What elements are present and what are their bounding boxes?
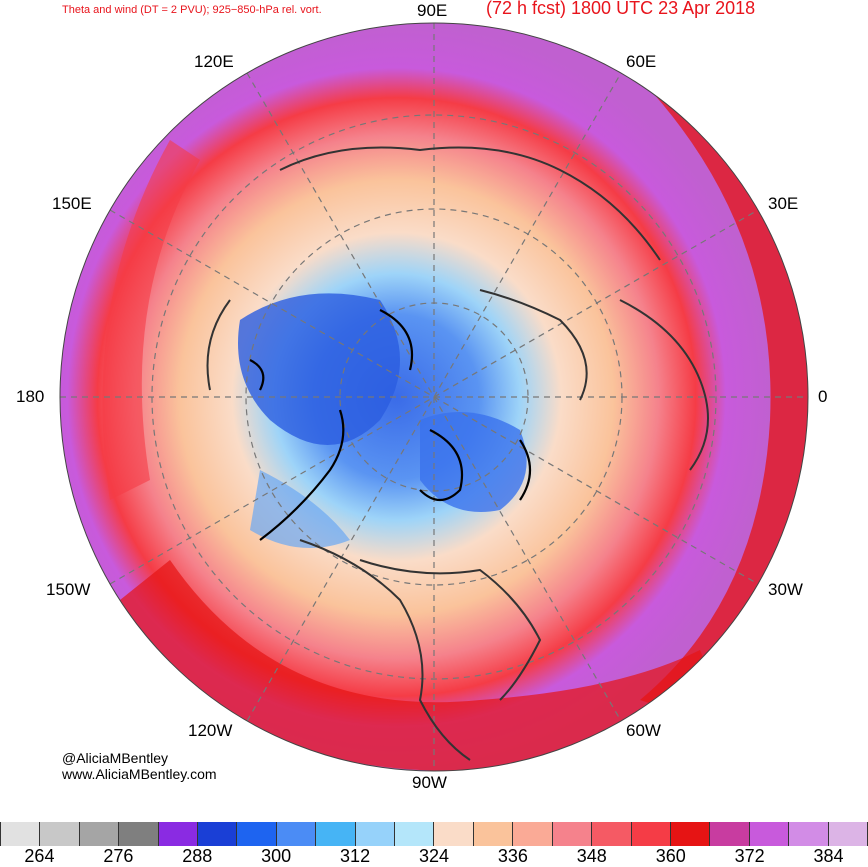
polar-map <box>59 22 809 772</box>
coastlines <box>206 146 709 761</box>
lon-label-60w: 60W <box>626 721 661 740</box>
colorbar-segment <box>749 822 790 846</box>
cold-core-west <box>238 293 400 445</box>
lon-label-0: 0 <box>818 387 828 406</box>
lon-label-180: 180 <box>16 387 45 406</box>
colorbar-segment <box>513 822 553 846</box>
colorbar-tick-label: 384 <box>813 846 844 866</box>
map-border <box>59 22 809 772</box>
colorbar-segment <box>0 822 41 846</box>
warm-band-south <box>120 560 720 771</box>
colorbar-tick-label: 348 <box>576 846 607 866</box>
colorbar-segment <box>395 822 435 846</box>
colorbar-tick-label: 324 <box>418 846 450 866</box>
colorbar-segment <box>40 822 80 846</box>
colorbar-segment <box>789 822 829 846</box>
figure-title-right: (72 h fcst) 1800 UTC 23 Apr 2018 <box>486 0 756 18</box>
colorbar-segment <box>316 822 356 846</box>
lon-label-120w: 120W <box>188 721 233 740</box>
colorbar-tick-label: 312 <box>340 846 371 866</box>
lon-label-60e: 60E <box>626 52 657 71</box>
colorbar-segment <box>237 822 277 846</box>
figure-title-left: Theta and wind (DT = 2 PVU); 925−850-hPa… <box>62 4 322 16</box>
colorbar-segment <box>355 822 396 846</box>
colorbar-segment <box>552 822 593 846</box>
warm-band-west <box>102 140 200 500</box>
credit-site: www.AliciaMBentley.com <box>62 766 217 782</box>
colorbar-segment <box>119 822 159 846</box>
lon-label-30w: 30W <box>768 580 803 599</box>
colorbar-segment <box>828 822 868 846</box>
colorbar-segment <box>473 822 514 846</box>
lon-label-30e: 30E <box>768 194 799 213</box>
colorbar-tick-label: 264 <box>24 846 55 866</box>
colorbar-segment <box>198 822 238 846</box>
credit-handle: @AliciaMBentley <box>62 750 169 766</box>
colorbar-segment <box>158 822 199 846</box>
lon-label-90w: 90W <box>412 773 447 792</box>
colorbar-tick-label: 360 <box>655 846 686 866</box>
vorticity-contours <box>249 309 531 541</box>
lon-label-120e: 120E <box>194 52 234 71</box>
cold-core-center <box>420 412 527 512</box>
colorbar-segment <box>592 822 632 846</box>
lon-label-150w: 150W <box>46 580 91 599</box>
colorbar-tick-label: 372 <box>734 846 765 866</box>
theta-colorbar <box>0 822 868 846</box>
lon-label-90e: 90E <box>417 1 448 20</box>
colorbar-segment <box>434 822 474 846</box>
colorbar-segment <box>276 822 317 846</box>
colorbar-tick-label: 276 <box>103 846 134 866</box>
colorbar-segment <box>710 822 750 846</box>
colorbar-segment <box>631 822 671 846</box>
colorbar-tick-label: 288 <box>182 846 213 866</box>
colorbar-segment <box>79 822 120 846</box>
lon-label-150e: 150E <box>52 194 92 213</box>
colorbar-segment <box>670 822 711 846</box>
colorbar-tick-label: 300 <box>261 846 292 866</box>
colorbar-tick-label: 336 <box>497 846 528 866</box>
